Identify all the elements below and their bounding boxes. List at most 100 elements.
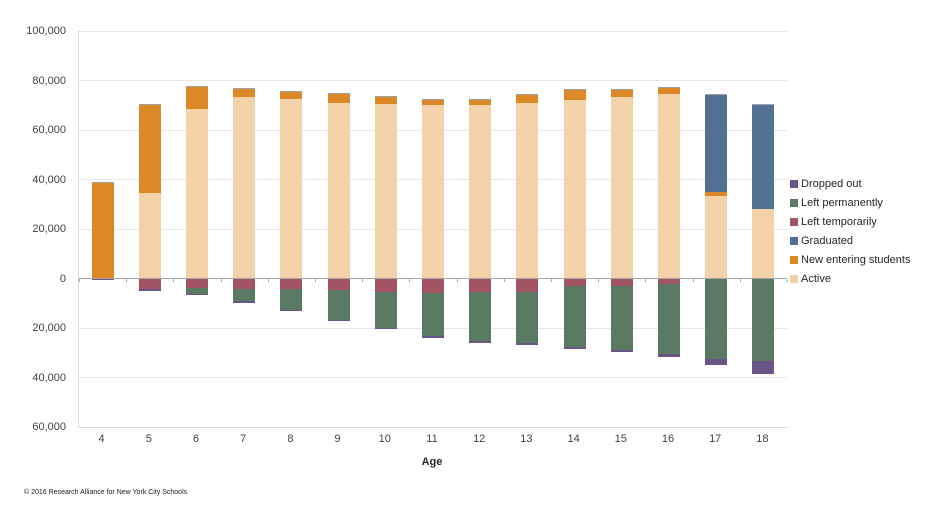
copyright-note: © 2016 Research Alliance for New York Ci… xyxy=(24,489,188,496)
bar-top-edge xyxy=(563,89,586,91)
bar-segment xyxy=(658,284,680,354)
zero-axis-tick xyxy=(598,279,600,282)
bar-segment xyxy=(186,288,208,294)
x-axis-title: Age xyxy=(421,456,443,468)
bar-top-edge xyxy=(422,99,444,101)
legend-item-label: Left temporarily xyxy=(801,215,877,228)
bar-top-edge xyxy=(752,104,775,106)
zero-axis-tick xyxy=(79,279,80,282)
bar-segment xyxy=(563,90,586,101)
legend-item-label: Dropped out xyxy=(801,177,862,190)
gridline xyxy=(79,30,787,32)
x-tick-label: 16 xyxy=(661,433,675,445)
bar-segment xyxy=(516,343,539,346)
bar-segment xyxy=(705,278,728,360)
bar-segment xyxy=(233,96,256,279)
legend-item-label: Active xyxy=(801,272,831,285)
bar-segment xyxy=(469,341,492,344)
bar-segment xyxy=(563,278,586,287)
bar-segment xyxy=(280,278,303,290)
zero-axis-tick xyxy=(267,279,269,282)
bar-segment xyxy=(422,105,444,279)
legend-item: Left temporarily xyxy=(790,212,910,231)
legend-swatch xyxy=(790,255,798,264)
bar-segment xyxy=(469,100,492,106)
x-tick-label: 4 xyxy=(98,433,105,445)
bar-top-edge xyxy=(705,94,728,96)
bar-segment xyxy=(138,105,161,194)
bar-segment xyxy=(516,291,539,344)
bar-segment xyxy=(374,104,397,279)
x-tick-label: 11 xyxy=(426,433,438,445)
zero-axis-tick xyxy=(503,279,505,282)
plot-area xyxy=(78,30,788,428)
bar-segment xyxy=(658,278,680,285)
legend-swatch xyxy=(790,236,798,245)
x-tick-label: 5 xyxy=(145,433,152,445)
y-tick-label: 80,000 xyxy=(32,74,66,87)
gridline xyxy=(79,377,787,378)
bar-segment xyxy=(422,100,444,106)
y-tick-label: 100,000 xyxy=(26,25,66,37)
bar-segment xyxy=(752,209,775,279)
legend-swatch xyxy=(790,217,798,226)
bar-segment xyxy=(752,105,775,210)
bar-segment xyxy=(563,100,586,279)
bar-segment xyxy=(610,285,633,350)
bar-segment xyxy=(610,96,633,279)
bar-top-edge xyxy=(469,99,492,101)
bar-segment xyxy=(138,278,161,290)
bar-segment xyxy=(422,278,444,294)
bar-segment xyxy=(516,102,539,279)
bar-top-edge xyxy=(374,95,397,97)
bar-segment xyxy=(327,278,350,291)
bar-segment xyxy=(233,301,256,303)
bar-segment xyxy=(327,319,350,322)
bar-segment xyxy=(705,359,728,366)
x-tick-label: 6 xyxy=(192,433,200,445)
bar-segment xyxy=(752,361,775,374)
x-tick-label: 15 xyxy=(614,433,627,445)
bar-segment xyxy=(469,105,492,279)
zero-axis-tick xyxy=(173,279,175,282)
bar-segment xyxy=(186,293,208,296)
bar-top-edge xyxy=(186,85,208,87)
bar-segment xyxy=(327,290,350,320)
bar-segment xyxy=(610,349,633,352)
y-tick-label: 20,000 xyxy=(32,223,66,235)
bar-segment xyxy=(186,86,208,109)
zero-axis-tick xyxy=(645,279,647,282)
zero-axis-tick xyxy=(456,279,458,282)
zero-axis-tick xyxy=(787,279,788,282)
bar-segment xyxy=(658,353,680,357)
bar-segment xyxy=(233,278,256,289)
bar-segment xyxy=(610,278,633,286)
bar-segment xyxy=(658,94,680,279)
bar-top-edge xyxy=(327,93,350,95)
bar-segment xyxy=(280,310,303,312)
bar-top-edge xyxy=(138,104,161,106)
bar-segment xyxy=(280,99,303,279)
zero-axis-tick xyxy=(315,279,316,282)
bar-segment xyxy=(233,89,256,97)
bar-segment xyxy=(658,87,680,95)
bar-top-edge xyxy=(658,86,680,88)
zero-axis-tick xyxy=(739,279,741,282)
bar-top-edge xyxy=(91,181,114,183)
bar-segment xyxy=(233,288,256,302)
legend-item: Dropped out xyxy=(790,174,910,193)
bar-segment xyxy=(280,91,303,100)
legend-swatch xyxy=(790,198,798,207)
bar-segment xyxy=(186,278,208,289)
bar-segment xyxy=(280,289,303,311)
y-tick-label: 60,000 xyxy=(32,124,66,136)
bar-segment xyxy=(374,96,397,104)
zero-axis-tick xyxy=(409,279,411,282)
zero-axis-tick xyxy=(551,279,552,282)
y-tick-label: 20,000 xyxy=(32,322,66,334)
x-tick-label: 9 xyxy=(334,433,341,445)
bar-segment xyxy=(138,193,161,279)
y-tick-label: 60,000 xyxy=(32,421,66,433)
bar-top-edge xyxy=(280,90,303,92)
